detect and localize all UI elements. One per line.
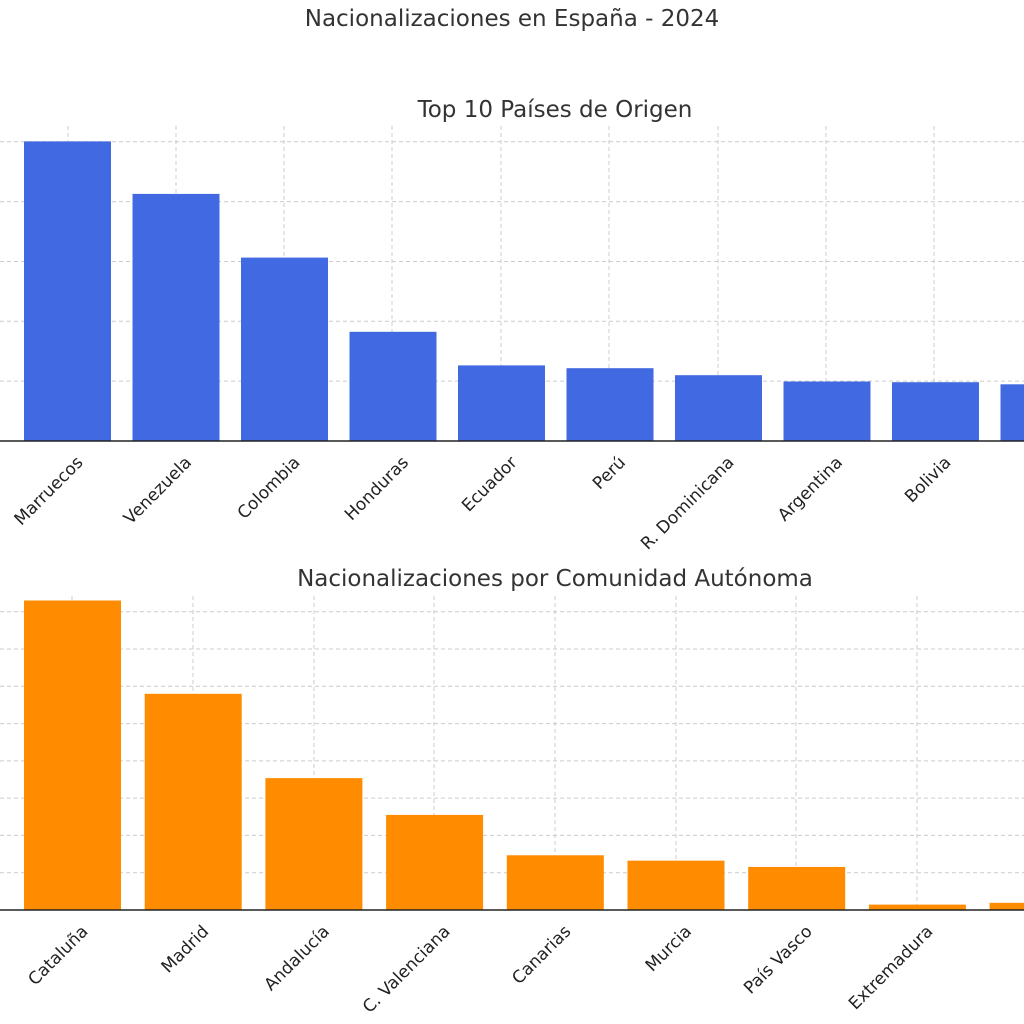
x-tick-label: Bolivia	[901, 453, 955, 507]
figure-title: Nacionalizaciones en España - 2024	[304, 6, 720, 32]
bar	[627, 860, 725, 910]
x-tick-label: Ecuador	[458, 453, 521, 516]
bar	[458, 365, 545, 441]
bars-countries	[24, 141, 1024, 441]
bar	[144, 693, 242, 910]
tick-labels-countries: Marruecos Venezuela Colombia Honduras Ecuado…	[11, 453, 956, 550]
bar	[24, 141, 111, 441]
bar	[868, 904, 966, 910]
x-tick-label: C. Valenciana	[359, 922, 454, 1017]
bar	[748, 866, 846, 910]
bar	[132, 193, 220, 441]
bar	[989, 902, 1024, 910]
bar	[386, 814, 484, 910]
tick-labels-communities: Cataluña Madrid Andalucía C. Valenciana Cana…	[25, 922, 938, 1018]
x-tick-label: R. Dominicana	[637, 453, 738, 550]
x-tick-label: Cataluña	[25, 922, 93, 990]
x-tick-label: País Vasco	[740, 922, 817, 999]
bar	[675, 375, 762, 441]
x-tick-label: Madrid	[158, 922, 213, 977]
x-tick-label: Marruecos	[11, 453, 88, 530]
countries-bar-chart: Top 10 Países de Origen Marruecos Venezue…	[0, 97, 1024, 550]
x-tick-label: Andalucía	[261, 922, 334, 995]
bar	[783, 381, 871, 441]
x-tick-label: Perú	[589, 453, 630, 494]
x-tick-label: Colombia	[234, 453, 305, 524]
x-tick-label: Argentina	[774, 453, 847, 526]
communities-bar-chart: Nacionalizaciones por Comunidad Autónoma…	[0, 566, 1024, 1018]
x-tick-label: Extremadura	[845, 922, 937, 1014]
bars-communities	[24, 600, 1024, 910]
bar	[24, 600, 121, 910]
bar	[1000, 384, 1024, 441]
bar	[506, 855, 604, 910]
x-tick-label: Canarias	[508, 922, 575, 989]
x-tick-label: Venezuela	[120, 453, 196, 529]
bar	[265, 778, 363, 910]
bar	[566, 368, 654, 441]
x-tick-label: Murcia	[642, 922, 696, 976]
chart-title-communities: Nacionalizaciones por Comunidad Autónoma	[297, 566, 813, 592]
bar	[349, 331, 437, 441]
bar	[892, 382, 979, 441]
chart-title-countries: Top 10 Países de Origen	[417, 97, 693, 123]
x-tick-label: Honduras	[341, 453, 413, 525]
bar	[241, 257, 328, 441]
